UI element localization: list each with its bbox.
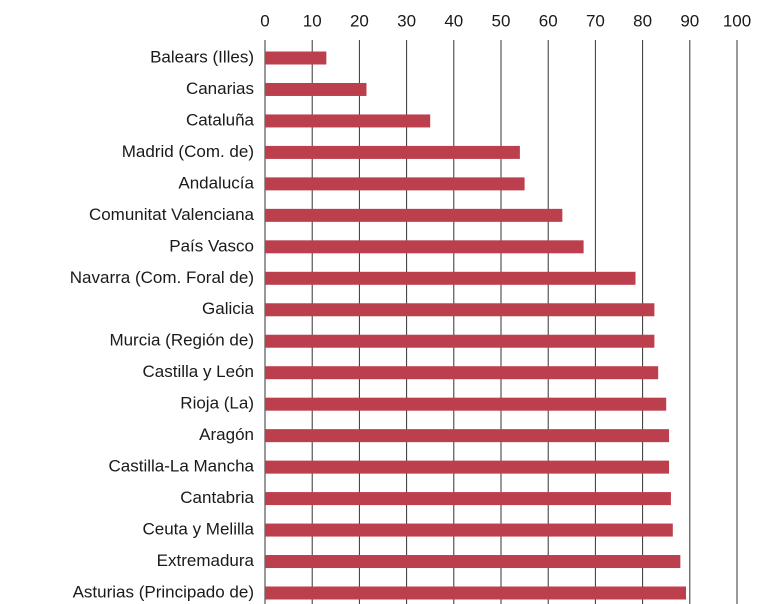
y-tick-label: Navarra (Com. Foral de) [70,268,254,287]
x-tick-label: 70 [586,11,605,30]
y-tick-label: Castilla-La Mancha [108,457,254,476]
bar [265,555,681,569]
y-tick-label: Murcia (Región de) [109,331,254,350]
bar [265,586,687,600]
bar [265,429,670,443]
bar [265,460,670,474]
x-tick-label: 50 [492,11,511,30]
x-tick-label: 30 [397,11,416,30]
y-tick-label: Andalucía [178,173,254,192]
bar [265,523,673,537]
y-tick-label: Rioja (La) [180,394,254,413]
y-tick-label: Madrid (Com. de) [122,142,254,161]
bar [265,51,327,65]
x-tick-label: 90 [680,11,699,30]
y-tick-label: Asturias (Principado de) [73,582,254,601]
bar [265,177,525,191]
bar [265,240,584,254]
y-tick-label: País Vasco [169,236,254,255]
x-tick-label: 60 [539,11,558,30]
x-tick-label: 80 [633,11,652,30]
bar [265,334,655,348]
y-tick-label: Canarias [186,79,254,98]
x-tick-label: 40 [444,11,463,30]
bar [265,114,431,128]
bar [265,303,655,317]
y-tick-label: Galicia [202,299,255,318]
x-tick-label: 20 [350,11,369,30]
x-tick-label: 10 [303,11,322,30]
bar [265,397,667,411]
x-tick-label: 100 [723,11,751,30]
y-tick-label: Comunitat Valenciana [89,205,255,224]
x-tick-label: 0 [260,11,269,30]
y-tick-label: Cantabria [180,488,254,507]
bar [265,271,636,285]
bar [265,208,563,222]
bar [265,366,659,380]
y-tick-label: Ceuta y Melilla [143,520,255,539]
y-tick-label: Balears (Illes) [150,47,254,66]
y-tick-label: Cataluña [186,110,255,129]
y-tick-label: Extremadura [157,551,255,570]
bar [265,82,367,96]
y-tick-label: Aragón [199,425,254,444]
y-tick-label: Castilla y León [142,362,254,381]
bar [265,145,520,159]
bar [265,492,671,506]
